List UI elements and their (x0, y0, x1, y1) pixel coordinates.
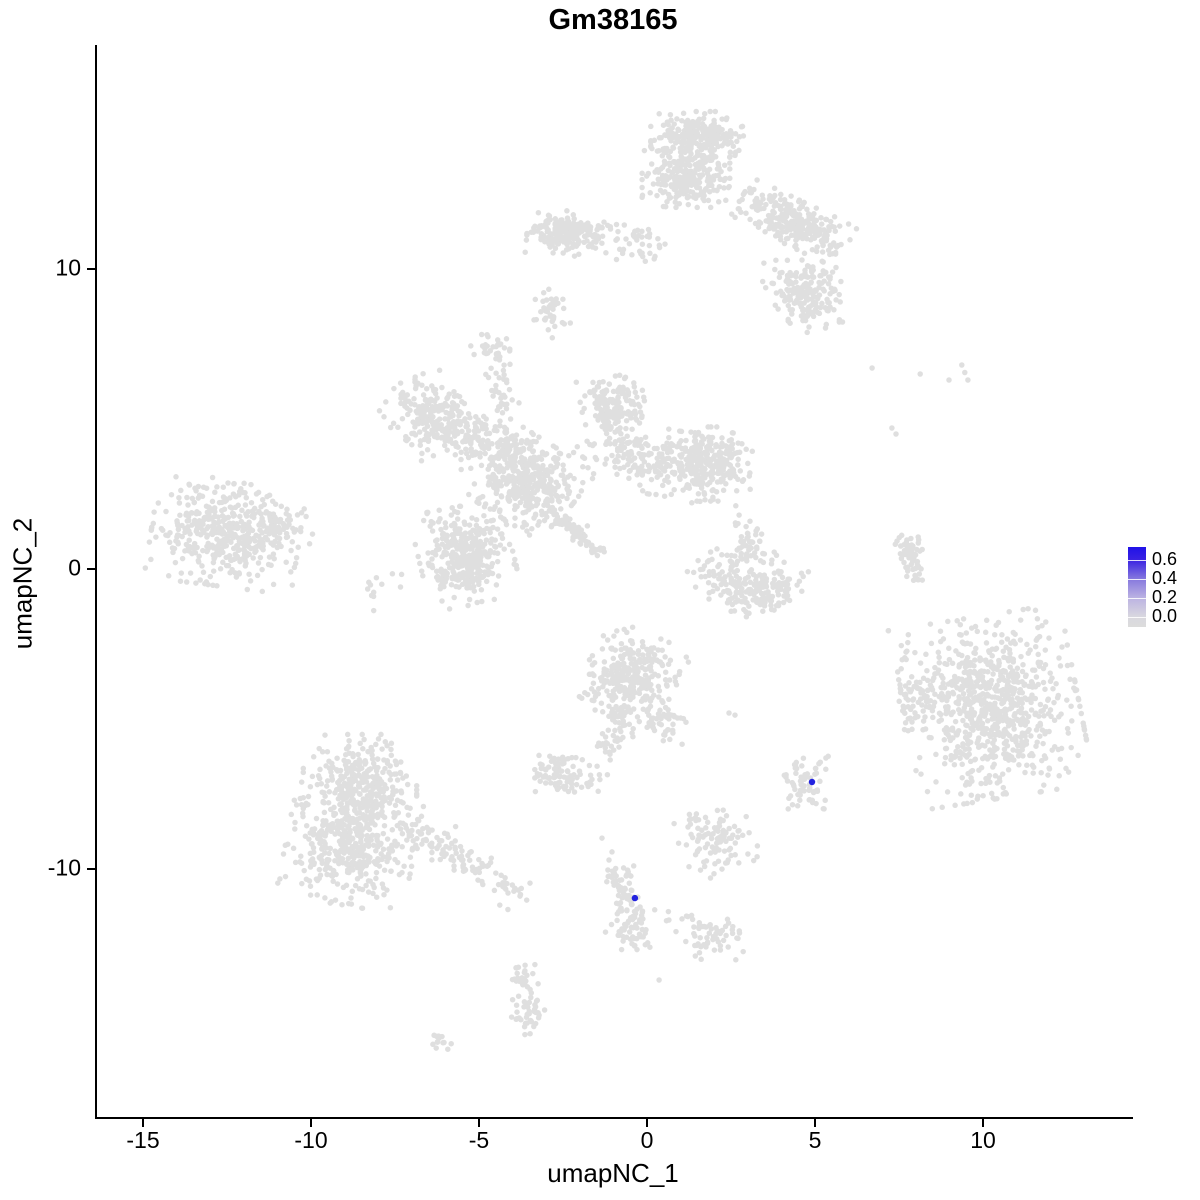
y-tick-mark (87, 568, 95, 570)
x-tick-label: -10 (294, 1127, 328, 1153)
x-tick-mark (142, 1119, 144, 1127)
y-tick-mark (87, 268, 95, 270)
x-tick-mark (646, 1119, 648, 1127)
y-axis-title: umapNC_2 (7, 517, 38, 650)
x-tick-label: 5 (808, 1127, 822, 1153)
scatter-canvas (142, 108, 1090, 1052)
colorbar-tick (1128, 579, 1146, 580)
x-tick-label: 0 (640, 1127, 654, 1153)
colorbar-gradient (1128, 547, 1146, 627)
colorbar-label: 0.2 (1152, 587, 1178, 608)
colorbar-tick (1128, 560, 1146, 561)
plot-title: Gm38165 (548, 4, 678, 36)
colorbar-tick (1128, 598, 1146, 599)
plot-panel (95, 45, 1133, 1119)
y-tick-label: 0 (68, 554, 81, 581)
colorbar-label: 0.4 (1152, 568, 1178, 589)
x-axis-title: umapNC_1 (547, 1158, 679, 1188)
y-tick-mark (87, 868, 95, 870)
x-tick-mark (310, 1119, 312, 1127)
y-tick-label: 10 (55, 254, 81, 281)
x-tick-label: -15 (126, 1127, 160, 1153)
colorbar-label: 0.0 (1152, 606, 1178, 627)
colorbar-label: 0.6 (1152, 549, 1178, 570)
x-tick-label: 10 (970, 1127, 996, 1153)
y-tick-label: -10 (47, 854, 81, 881)
x-tick-label: -5 (468, 1127, 490, 1153)
colorbar-tick (1128, 617, 1146, 618)
x-tick-mark (478, 1119, 480, 1127)
x-tick-mark (982, 1119, 984, 1127)
x-tick-mark (814, 1119, 816, 1127)
